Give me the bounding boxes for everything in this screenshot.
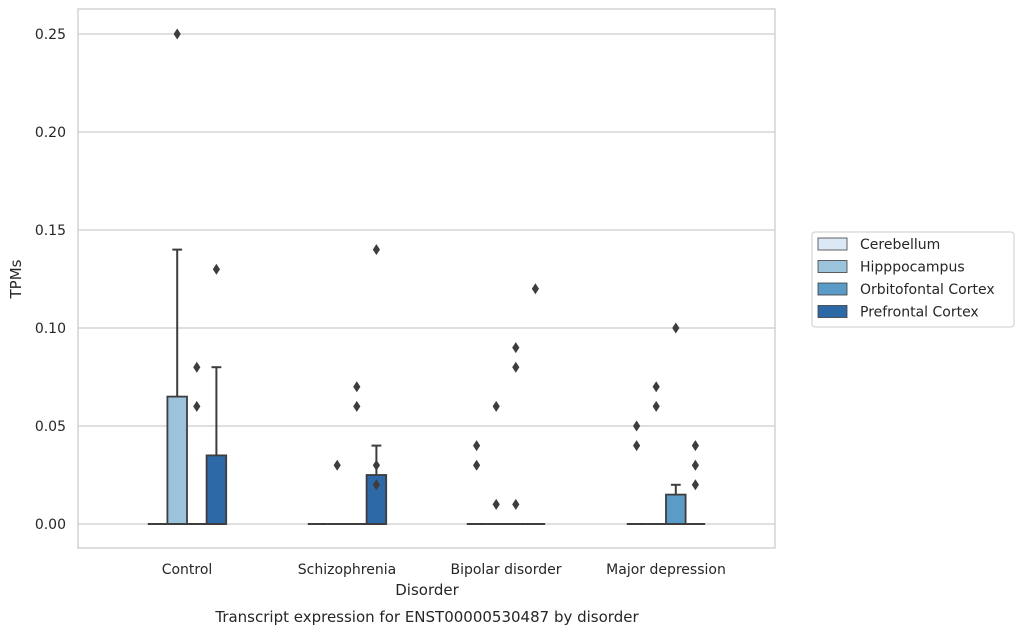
outlier-point bbox=[372, 244, 380, 256]
legend-swatch bbox=[817, 237, 848, 251]
outlier-point bbox=[353, 381, 361, 393]
box-3-0 bbox=[205, 366, 228, 525]
y-tick-labels: 0.00 0.05 0.10 0.15 0.20 0.25 bbox=[35, 27, 66, 533]
outlier-point bbox=[492, 498, 500, 510]
legend: Cerebellum Hipppocampus Orbitofontal Corte… bbox=[811, 231, 1015, 328]
outlier-point bbox=[212, 263, 220, 275]
legend-swatch bbox=[817, 305, 848, 318]
outlier-point bbox=[691, 479, 699, 491]
y-tick-label: 0.00 bbox=[35, 517, 66, 533]
outlier-point bbox=[652, 381, 660, 393]
outlier-point bbox=[173, 28, 181, 40]
legend-label: Prefrontal Cortex bbox=[860, 305, 979, 321]
outlier-point bbox=[633, 440, 641, 452]
legend-swatch bbox=[817, 282, 848, 296]
y-tick-label: 0.05 bbox=[35, 419, 66, 435]
outlier-point bbox=[193, 361, 201, 373]
outlier-point bbox=[512, 342, 520, 354]
outlier-point bbox=[372, 459, 380, 471]
y-tick-label: 0.20 bbox=[35, 125, 66, 141]
outlier-point bbox=[691, 440, 699, 452]
x-tick-label: Schizophrenia bbox=[298, 562, 396, 578]
legend-frame bbox=[811, 231, 1015, 328]
box-1-0 bbox=[166, 248, 188, 525]
x-axis-label: Disorder bbox=[395, 581, 459, 599]
outlier-point bbox=[672, 322, 680, 334]
outlier-point bbox=[372, 479, 380, 491]
y-tick-label: 0.25 bbox=[35, 27, 66, 43]
chart-caption: Transcript expression for ENST0000053048… bbox=[214, 608, 639, 626]
outlier-point bbox=[492, 400, 500, 412]
y-axis-label: TPMs bbox=[7, 259, 25, 299]
outliers bbox=[173, 28, 699, 510]
box-body bbox=[205, 454, 228, 525]
x-tick-label: Major depression bbox=[606, 562, 726, 578]
box-2-3 bbox=[665, 483, 687, 525]
outlier-point bbox=[512, 361, 520, 373]
outlier-point bbox=[473, 459, 481, 471]
outlier-point bbox=[652, 400, 660, 412]
outlier-point bbox=[353, 400, 361, 412]
legend-label: Orbitofontal Cortex bbox=[860, 282, 995, 298]
legend-items: Cerebellum Hipppocampus Orbitofontal Corte… bbox=[817, 237, 995, 321]
outlier-point bbox=[633, 420, 641, 432]
x-tick-label: Bipolar disorder bbox=[450, 562, 561, 578]
box-body bbox=[665, 493, 687, 525]
box-body bbox=[166, 395, 188, 525]
legend-label: Hipppocampus bbox=[860, 260, 965, 276]
outlier-point bbox=[512, 498, 520, 510]
outlier-point bbox=[193, 400, 201, 412]
outlier-point bbox=[531, 283, 539, 295]
outlier-point bbox=[473, 440, 481, 452]
outlier-point bbox=[691, 459, 699, 471]
legend-swatch bbox=[817, 260, 848, 273]
x-tick-labels: Control Schizophrenia Bipolar disorder Majo… bbox=[162, 562, 726, 578]
x-tick-label: Control bbox=[162, 562, 213, 578]
y-tick-label: 0.15 bbox=[35, 223, 66, 239]
y-tick-label: 0.10 bbox=[35, 321, 66, 337]
legend-label: Cerebellum bbox=[860, 237, 940, 253]
plot-area bbox=[77, 8, 776, 549]
outlier-point bbox=[333, 459, 341, 471]
